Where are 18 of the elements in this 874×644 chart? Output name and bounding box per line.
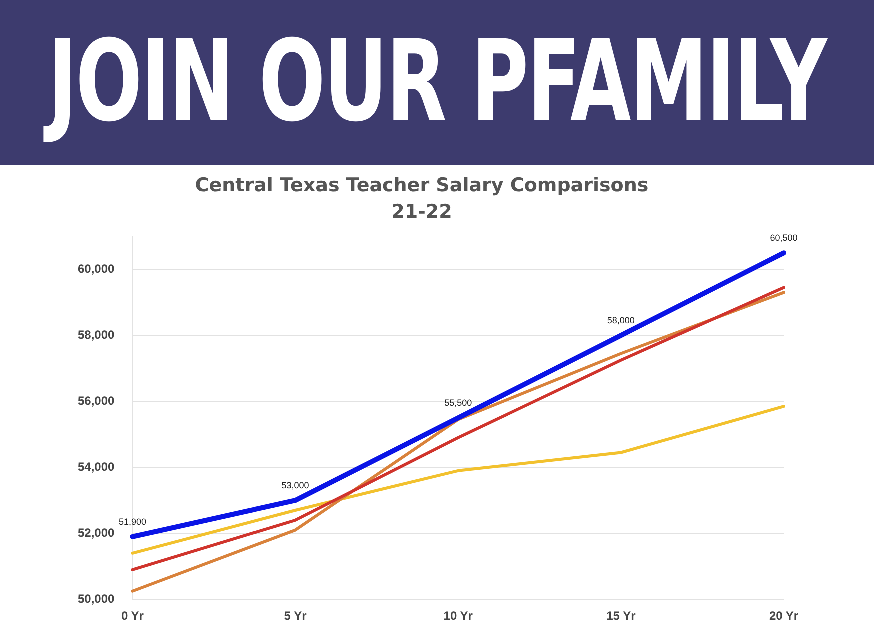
x-tick-label: 0 Yr [121, 609, 144, 624]
y-tick-label: 54,000 [78, 460, 116, 474]
data-label: 60,500 [770, 233, 798, 244]
chart-subtitle: 21-22 [392, 201, 452, 224]
y-tick-label: 58,000 [78, 328, 116, 342]
y-tick-label: 52,000 [78, 526, 116, 540]
x-tick-label: 20 Yr [769, 609, 799, 624]
y-tick-label: 60,000 [78, 262, 116, 276]
x-tick-label: 10 Yr [444, 609, 474, 624]
y-tick-label: 50,000 [78, 592, 116, 606]
x-tick-label: 15 Yr [606, 609, 636, 624]
chart-title: Central Texas Teacher Salary Comparisons [195, 174, 649, 196]
data-label: 51,900 [118, 516, 146, 527]
y-tick-label: 56,000 [78, 394, 116, 408]
x-tick-label: 5 Yr [284, 609, 308, 624]
data-label: 58,000 [607, 316, 635, 326]
data-label: 55,500 [444, 398, 472, 408]
data-label: 53,000 [282, 480, 310, 491]
